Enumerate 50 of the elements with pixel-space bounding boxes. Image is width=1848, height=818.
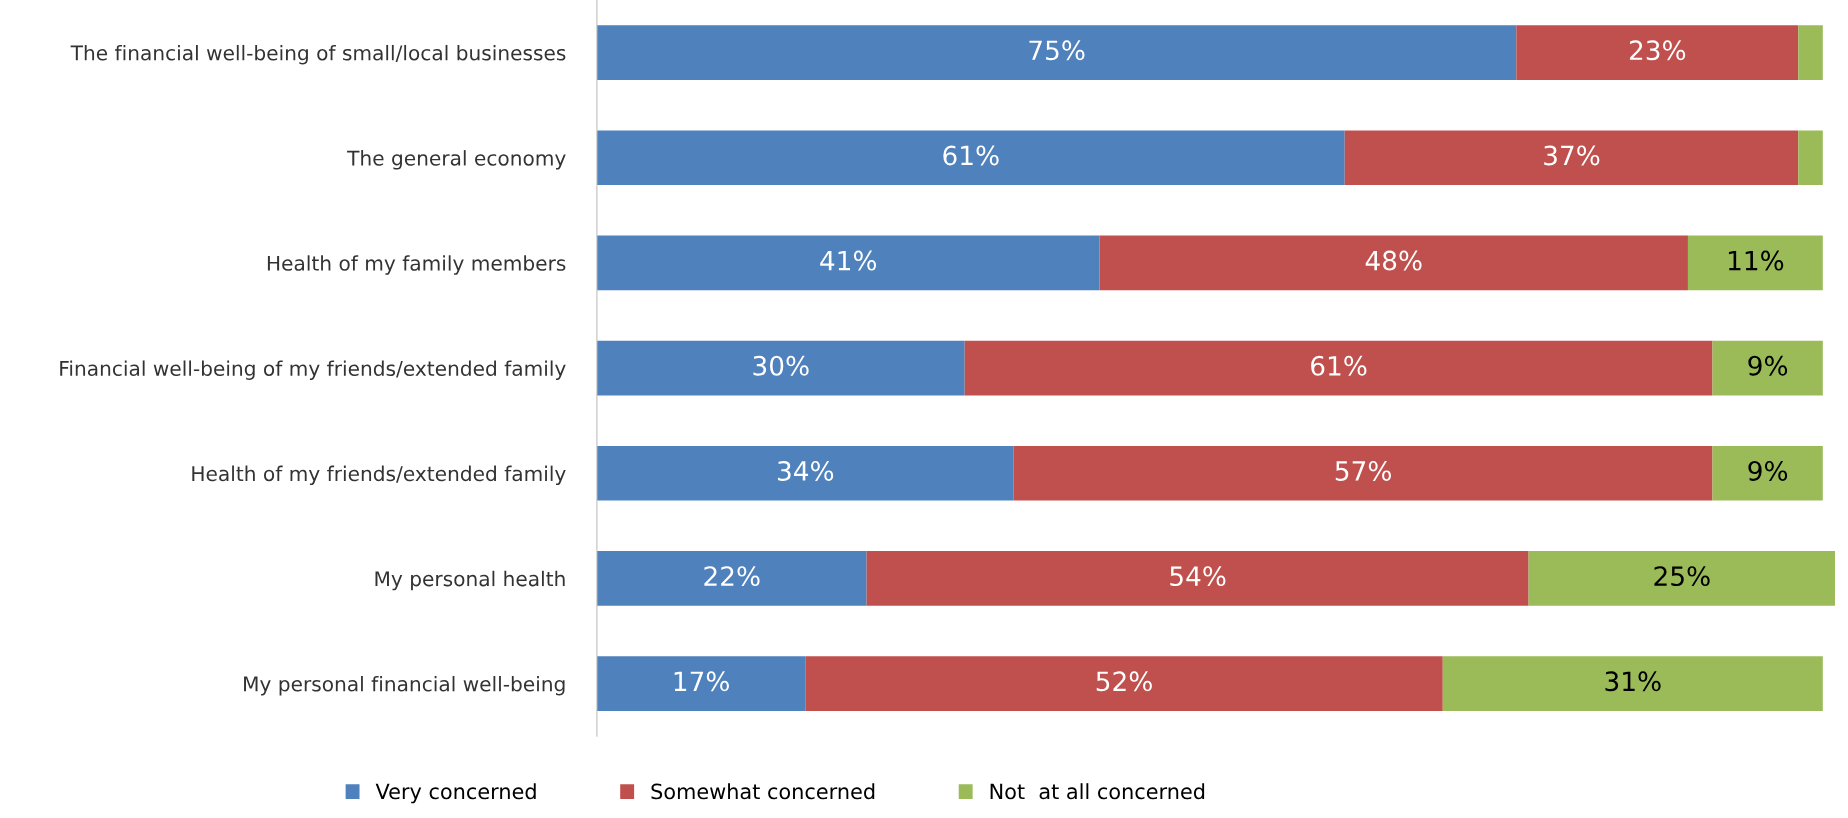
data-label: 41% xyxy=(820,250,877,271)
bar xyxy=(1712,445,1823,501)
data-label: 25% xyxy=(1654,566,1710,587)
bar xyxy=(596,340,965,396)
y-tick-label: Financial well-being of my friends/extended family xyxy=(60,360,566,380)
legend-label: Somewhat concerned xyxy=(651,783,875,800)
y-tick-label: The general economy xyxy=(347,150,566,170)
bar xyxy=(596,25,1517,80)
data-label: 48% xyxy=(1365,250,1422,271)
data-label: 54% xyxy=(1170,566,1226,587)
data-label: 34% xyxy=(777,460,834,481)
bar xyxy=(1528,551,1836,606)
data-label: 9% xyxy=(1748,355,1788,376)
bar xyxy=(866,551,1529,606)
data-label: 57% xyxy=(1335,460,1391,481)
data-label: 61% xyxy=(1311,355,1367,376)
data-label: 23% xyxy=(1629,40,1686,61)
data-label: 22% xyxy=(704,566,760,587)
bar xyxy=(596,235,1100,291)
data-label: 11% xyxy=(1728,250,1784,271)
y-tick-label: Health of my family members xyxy=(267,255,566,275)
data-label: 52% xyxy=(1096,671,1152,692)
y-tick-label: Health of my friends/extended family xyxy=(192,465,566,486)
bar xyxy=(805,656,1443,711)
bar xyxy=(1442,656,1823,711)
data-label: 31% xyxy=(1605,671,1661,692)
y-tick-label: The financial well-being of small/local businesses xyxy=(70,44,566,65)
data-label: 9% xyxy=(1748,460,1788,481)
bar xyxy=(1712,340,1823,396)
data-label: 61% xyxy=(943,145,999,166)
bar xyxy=(1344,130,1799,186)
bar xyxy=(1013,445,1713,501)
bar xyxy=(596,445,1014,501)
bar xyxy=(596,656,806,711)
y-tick-label: My personal financial well-being xyxy=(244,675,565,696)
bar xyxy=(1798,130,1823,186)
bar xyxy=(1099,235,1688,291)
data-label: 75% xyxy=(1029,40,1085,61)
legend-label: Not at all concerned xyxy=(990,783,1205,800)
bar xyxy=(596,130,1345,186)
data-label: 37% xyxy=(1544,145,1600,166)
bar xyxy=(964,340,1713,396)
bar xyxy=(596,551,867,606)
bar xyxy=(1516,25,1799,80)
bar xyxy=(1687,235,1823,291)
y-tick-label: My personal health xyxy=(375,570,565,591)
data-label: 30% xyxy=(753,355,809,376)
data-label: 17% xyxy=(674,671,729,692)
bar xyxy=(1798,25,1823,80)
legend-label: Very concerned xyxy=(375,783,536,804)
